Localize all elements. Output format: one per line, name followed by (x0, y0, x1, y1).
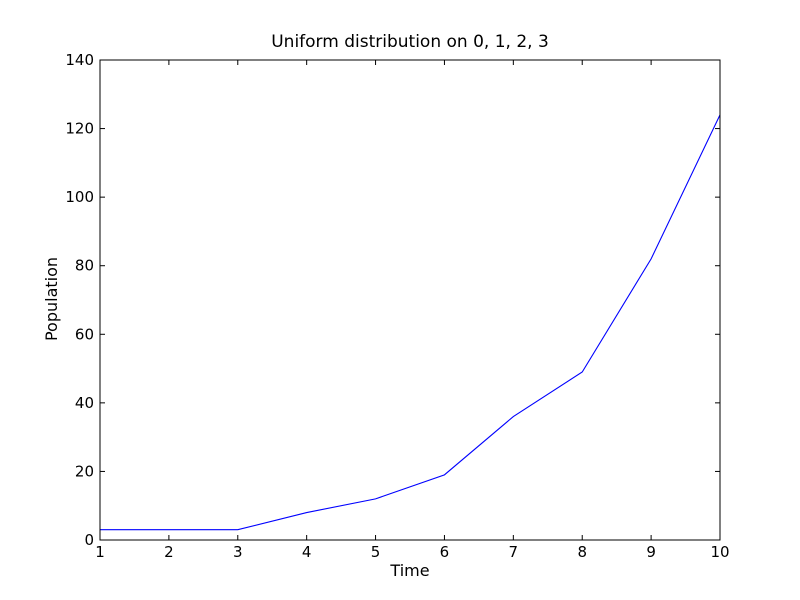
x-tick-label: 1 (95, 543, 105, 561)
y-tick-label: 100 (65, 188, 94, 206)
y-tick-label: 40 (75, 394, 94, 412)
x-tick-label: 5 (371, 543, 381, 561)
y-tick-label: 140 (65, 51, 94, 69)
x-tick-label: 8 (577, 543, 587, 561)
x-tick-label: 6 (440, 543, 450, 561)
x-axis-label: Time (389, 561, 429, 580)
x-tick-label: 9 (646, 543, 656, 561)
x-tick-label: 3 (233, 543, 243, 561)
y-tick-label: 120 (65, 120, 94, 138)
x-tick-label: 7 (509, 543, 519, 561)
plot-frame (99, 59, 721, 541)
series-line (100, 114, 721, 531)
y-axis-label: Population (42, 257, 61, 341)
x-tick-label: 10 (710, 543, 729, 561)
y-tick-label: 20 (75, 462, 94, 480)
chart-title: Uniform distribution on 0, 1, 2, 3 (271, 32, 549, 52)
y-tick-label: 0 (84, 531, 94, 549)
x-tick-label: 2 (164, 543, 174, 561)
y-tick-label: 60 (75, 325, 94, 343)
x-tick-label: 4 (302, 543, 312, 561)
y-tick-label: 80 (75, 257, 94, 275)
plot-area (100, 114, 721, 531)
